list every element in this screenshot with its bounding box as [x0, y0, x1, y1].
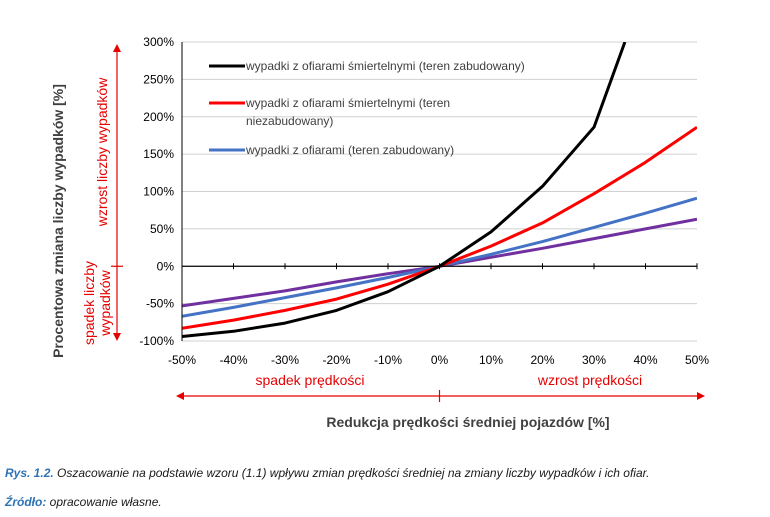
chart-marks	[182, 42, 697, 338]
source-note: Źródło: opracowanie własne.	[5, 495, 765, 509]
x-tick-label: -50%	[168, 353, 196, 367]
y-tick-label: -100%	[139, 334, 174, 348]
annotation-decrease-accidents-1: spadek liczby	[81, 261, 97, 345]
legend-label-2: wypadki z ofiarami (teren zabudowany)	[245, 143, 454, 157]
source-text: opracowanie własne.	[46, 495, 162, 509]
y-tick-label: 100%	[143, 185, 174, 199]
arrowhead-down	[113, 333, 121, 341]
y-tick-label: -50%	[146, 297, 174, 311]
x-tick-label: 30%	[582, 353, 606, 367]
annotation-arrows	[111, 44, 705, 402]
y-tick-label: 250%	[143, 72, 174, 86]
annotation-decrease-speed: spadek prędkości	[256, 372, 365, 388]
arrowhead-right	[697, 392, 705, 400]
figure-caption-text: Oszacowanie na podstawie wzoru (1.1) wpł…	[53, 466, 650, 480]
figure-label: Rys. 1.2.	[5, 466, 54, 480]
series-line-3	[182, 217, 697, 308]
y-tick-label: 0%	[157, 259, 175, 273]
annotations: wzrost liczby wypadków spadek liczby wyp…	[81, 77, 642, 388]
y-tick-label: 300%	[143, 35, 174, 49]
x-axis-label: Redukcja prędkości średniej pojazdów [%]	[326, 414, 609, 430]
legend-label-0: wypadki z ofiarami śmiertelnymi (teren z…	[245, 59, 525, 73]
x-tick-label: 0%	[431, 353, 449, 367]
x-tick-label: 10%	[479, 353, 503, 367]
figure-caption: Rys. 1.2. Oszacowanie na podstawie wzoru…	[5, 466, 765, 480]
annotation-increase-accidents: wzrost liczby wypadków	[94, 77, 110, 227]
series-line-2	[182, 196, 697, 318]
x-tick-label: -40%	[219, 353, 247, 367]
annotation-decrease-accidents-2: wypadków	[97, 269, 113, 336]
chart: -100% -50% 0% 50% 100% 150% 200% 250% 300% -50% -4…	[50, 35, 709, 430]
arrowhead-left	[176, 392, 184, 400]
series-line-0	[182, 42, 627, 338]
x-tick-label: 20%	[530, 353, 554, 367]
x-tick-label: 40%	[633, 353, 657, 367]
x-tick-label: -10%	[374, 353, 402, 367]
legend-label-1: niezabudowany)	[246, 114, 333, 128]
x-tick-label: 50%	[685, 353, 709, 367]
gridlines	[182, 41, 697, 342]
y-tick-label: 150%	[143, 147, 174, 161]
legend-label-1: wypadki z ofiarami śmiertelnymi (teren	[245, 96, 450, 110]
axes: -100% -50% 0% 50% 100% 150% 200% 250% 300% -50% -4…	[139, 35, 709, 367]
source-label: Źródło:	[5, 495, 47, 509]
x-tick-label: -20%	[322, 353, 350, 367]
legend: wypadki z ofiarami śmiertelnymi (teren z…	[209, 59, 525, 157]
arrowhead-up	[113, 44, 121, 52]
y-axis-label: Procentowa zmiana liczby wypadków [%]	[50, 84, 66, 358]
series-line-1	[182, 125, 697, 330]
y-tick-label: 200%	[143, 110, 174, 124]
x-tick-label: -30%	[271, 353, 299, 367]
annotation-increase-speed: wzrost prędkości	[537, 372, 642, 388]
y-tick-label: 50%	[150, 222, 174, 236]
